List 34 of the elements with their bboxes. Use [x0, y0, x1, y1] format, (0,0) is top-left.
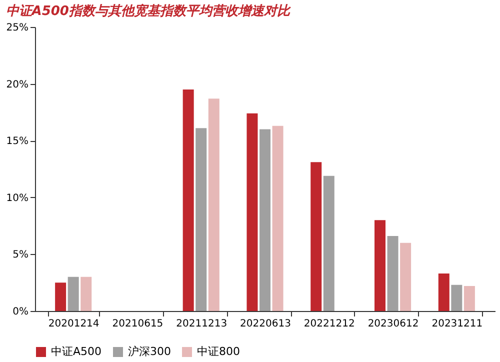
x-tick-label: 20211213	[176, 318, 228, 330]
bar	[438, 274, 450, 311]
bar	[400, 242, 412, 311]
bar	[272, 126, 284, 311]
legend-label: 中证A500	[51, 345, 102, 358]
y-tick-label: 5%	[12, 250, 28, 261]
x-tick-label: 20221212	[304, 318, 355, 330]
bar	[68, 276, 79, 311]
y-tick-label: 15%	[6, 136, 28, 148]
legend-label: 中证800	[197, 345, 240, 358]
bar	[80, 276, 92, 311]
bar	[208, 98, 220, 311]
bar	[464, 286, 475, 311]
bar	[323, 176, 334, 311]
chart-title: 中证A500指数与其他宽基指数平均营收增速对比	[6, 3, 291, 19]
x-tick-label: 20201214	[48, 318, 100, 330]
bar	[260, 129, 270, 311]
x-tick-label: 20220613	[240, 318, 291, 330]
y-tick-label: 20%	[6, 79, 28, 90]
legend-label: 沪深300	[128, 345, 171, 358]
x-tick-label: 20210615	[112, 318, 164, 330]
y-tick-label: 10%	[6, 192, 28, 204]
x-tick-label: 20231211	[432, 318, 483, 330]
bar	[310, 162, 322, 311]
bar	[182, 89, 194, 311]
bar	[387, 236, 398, 311]
bar	[246, 113, 258, 311]
bar	[55, 282, 66, 311]
y-tick-label: 25%	[6, 22, 28, 34]
bar	[374, 220, 386, 311]
bar	[196, 128, 207, 311]
bar	[451, 284, 462, 311]
x-tick-label: 20230612	[368, 318, 419, 330]
y-tick-label: 0%	[12, 306, 28, 318]
